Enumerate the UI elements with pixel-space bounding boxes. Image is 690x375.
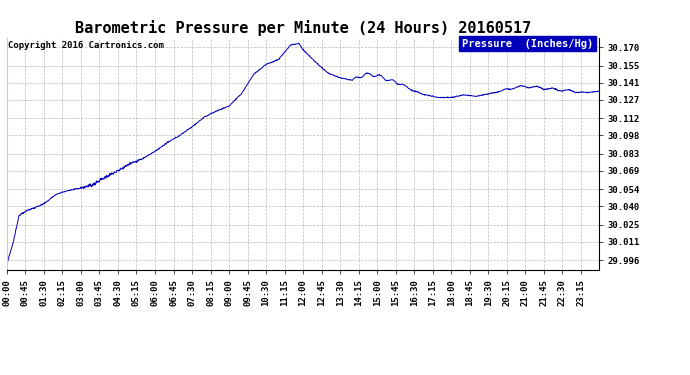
Text: Pressure  (Inches/Hg): Pressure (Inches/Hg): [462, 39, 593, 49]
Title: Barometric Pressure per Minute (24 Hours) 20160517: Barometric Pressure per Minute (24 Hours…: [75, 20, 531, 36]
Text: Copyright 2016 Cartronics.com: Copyright 2016 Cartronics.com: [8, 41, 164, 50]
